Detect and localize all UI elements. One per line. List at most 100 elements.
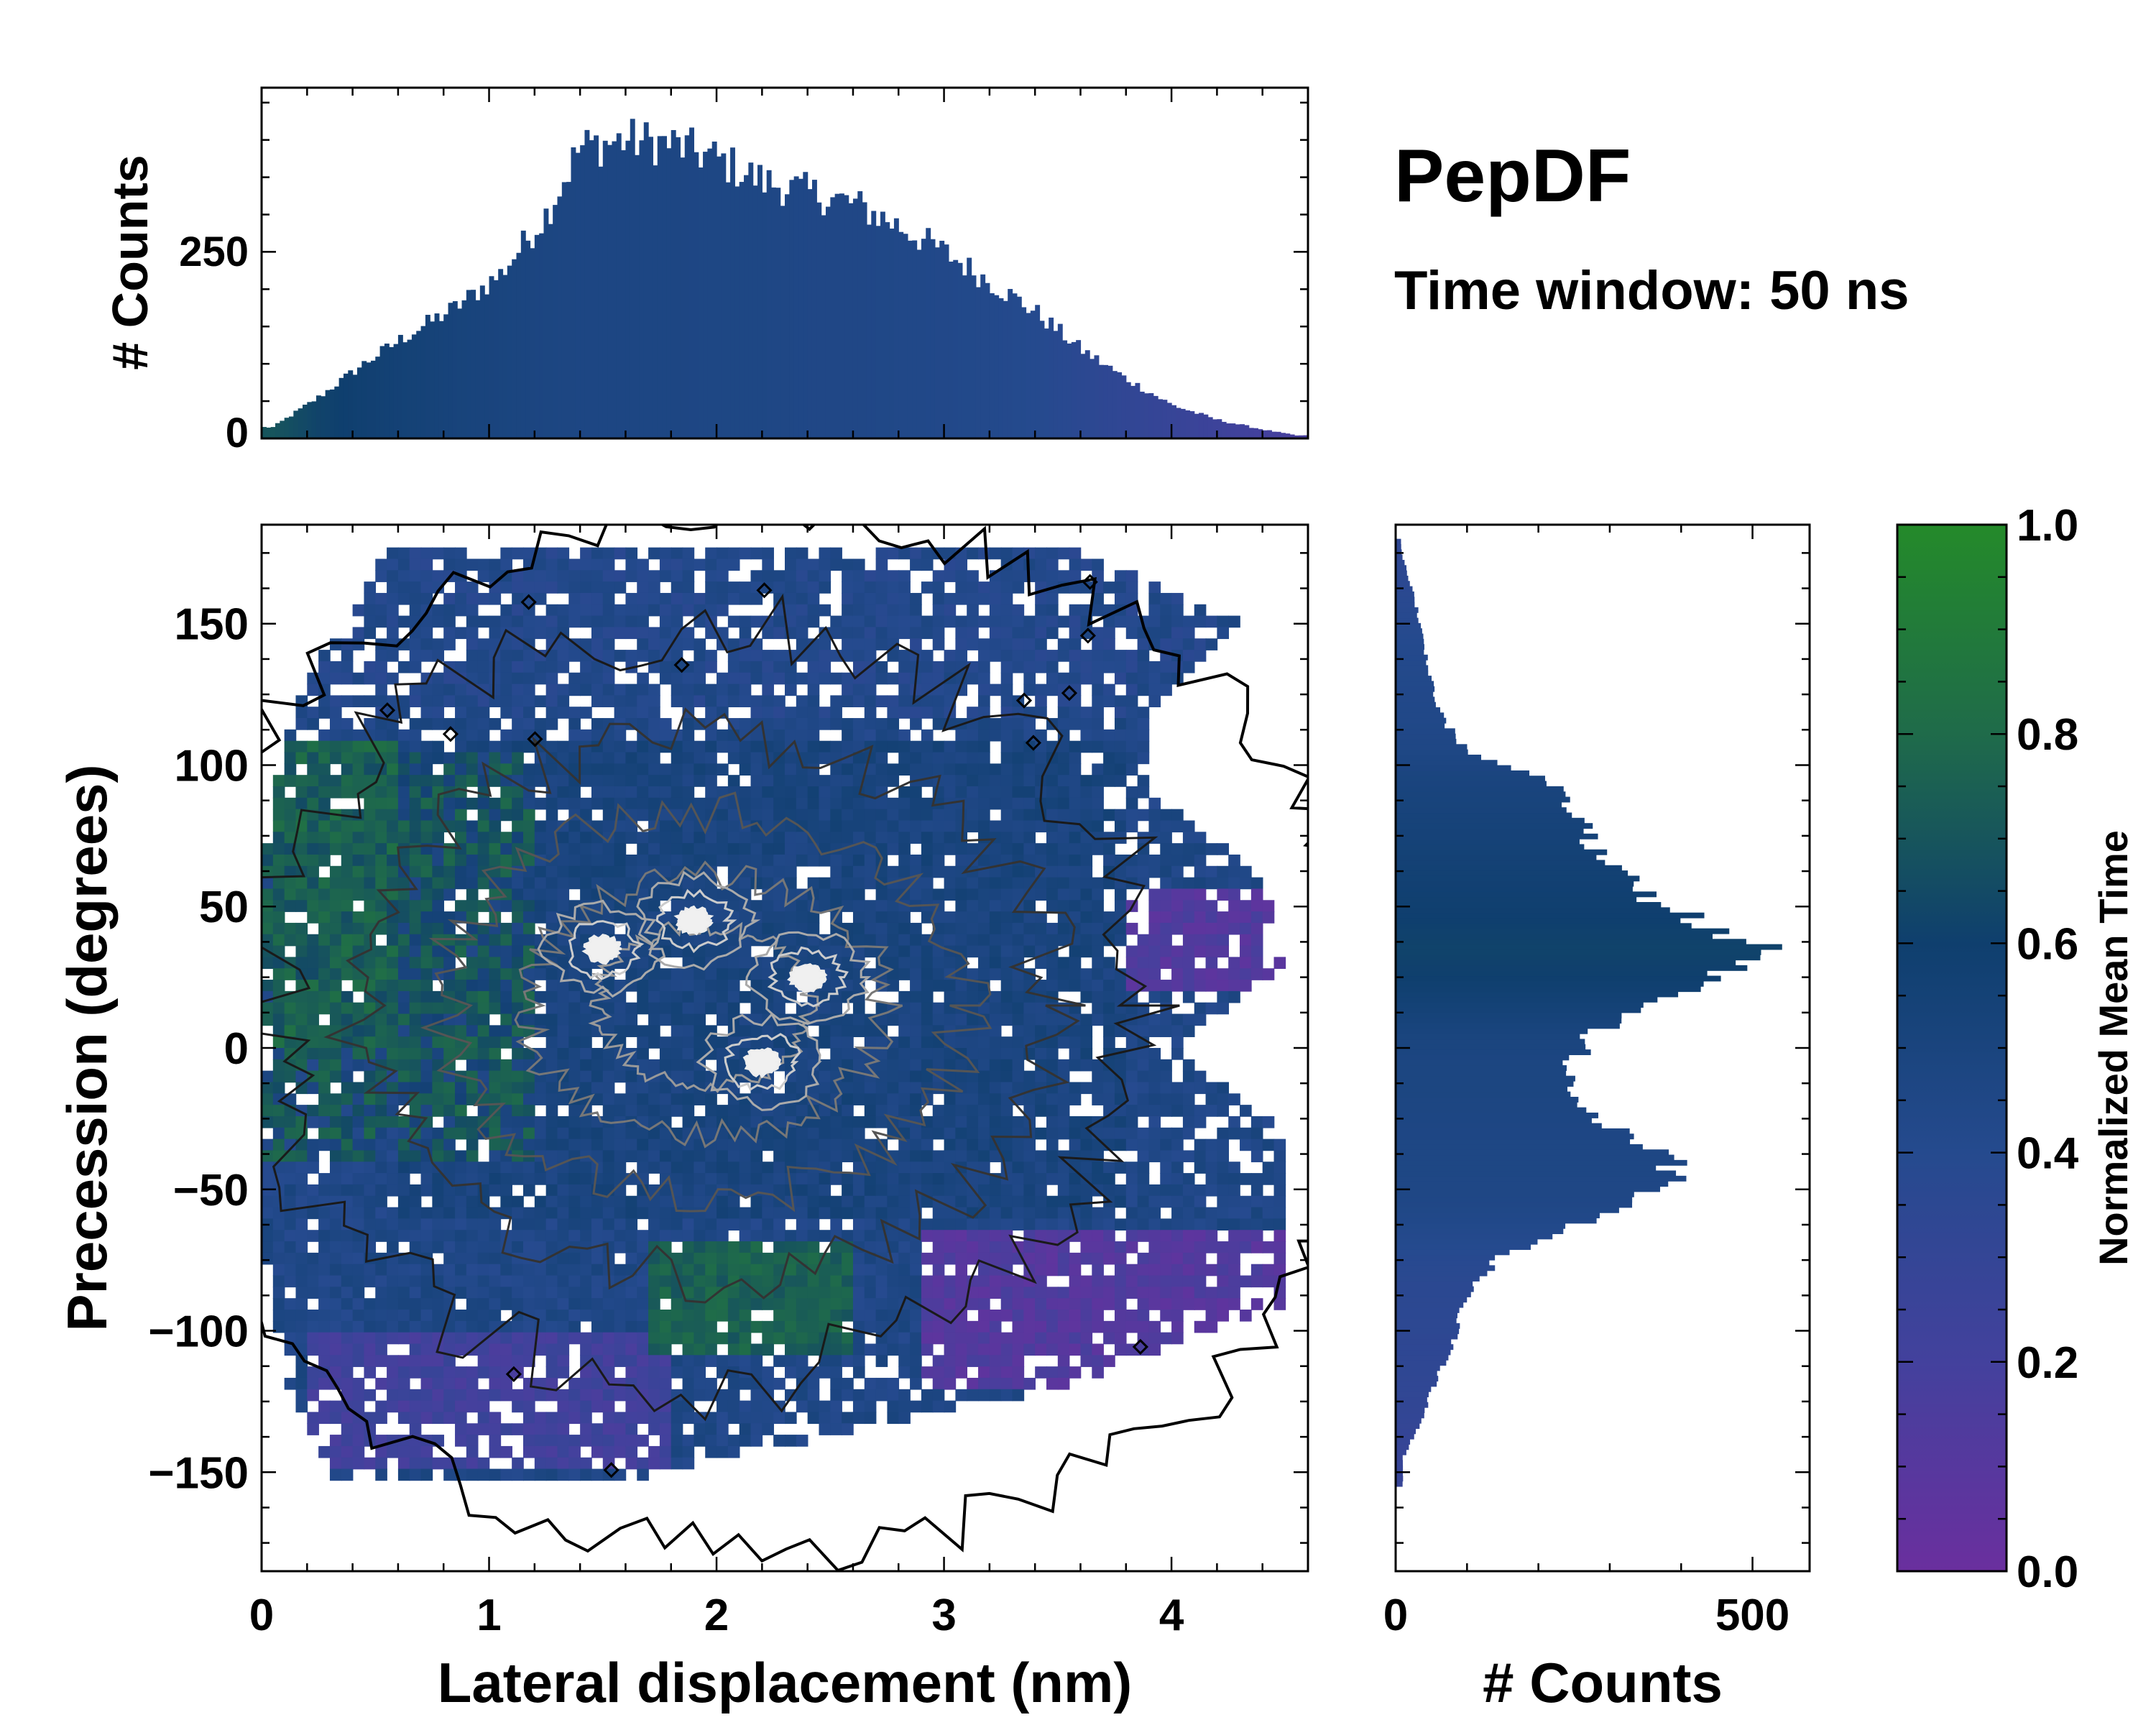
heatmap-cell	[910, 1138, 922, 1151]
heatmap-cell	[727, 1048, 740, 1060]
heatmap-cell	[591, 684, 604, 696]
heatmap-cell	[397, 797, 410, 810]
heatmap-cell	[341, 1264, 354, 1276]
heatmap-cell	[262, 1207, 274, 1220]
heatmap-cell	[785, 1343, 797, 1356]
heatmap-cell	[375, 1275, 387, 1288]
heatmap-cell	[545, 911, 558, 924]
heatmap-cell	[887, 1070, 900, 1083]
heatmap-cell	[978, 968, 990, 980]
heatmap-cell	[568, 1207, 581, 1220]
heatmap-cell	[432, 1059, 445, 1072]
heatmap-cell	[341, 1207, 354, 1220]
heatmap-cell	[455, 1025, 467, 1037]
heatmap-cell	[272, 1138, 285, 1151]
heatmap-cell	[659, 854, 672, 867]
heatmap-cell	[694, 1389, 706, 1402]
heatmap-cell	[443, 1036, 456, 1049]
heatmap-cell	[648, 661, 660, 673]
heatmap-cell	[785, 1013, 797, 1026]
heatmap-cell	[898, 650, 911, 662]
heatmap-cell	[1000, 1048, 1013, 1060]
heatmap-cell	[932, 1320, 945, 1333]
top-histogram-bar	[852, 198, 858, 438]
heatmap-cell	[545, 1264, 558, 1276]
heatmap-cell	[591, 1423, 604, 1435]
heatmap-cell	[318, 1230, 331, 1242]
heatmap-cell	[329, 832, 342, 844]
heatmap-cell	[659, 1457, 672, 1470]
heatmap-cell	[830, 797, 842, 810]
heatmap-cell	[580, 1298, 592, 1310]
heatmap-cell	[545, 809, 558, 822]
heatmap-cell	[944, 1400, 957, 1413]
heatmap-cell	[887, 1275, 900, 1288]
heatmap-cell	[580, 1468, 592, 1481]
heatmap-cell	[568, 604, 581, 617]
heatmap-cell	[341, 661, 354, 673]
heatmap-cell	[262, 1184, 274, 1197]
heatmap-cell	[750, 1162, 763, 1174]
heatmap-cell	[637, 1400, 649, 1413]
heatmap-cell	[443, 1207, 456, 1220]
heatmap-cell	[523, 707, 535, 719]
heatmap-cell	[773, 1252, 786, 1265]
heatmap-cell	[932, 865, 945, 878]
heatmap-cell	[659, 775, 672, 787]
heatmap-cell	[375, 877, 387, 890]
heatmap-cell	[614, 740, 627, 753]
top-histogram-bar	[862, 202, 867, 438]
heatmap-cell	[329, 1366, 342, 1379]
heatmap-cell	[523, 1400, 535, 1413]
heatmap-cell	[409, 786, 422, 799]
heatmap-cell	[295, 775, 308, 787]
heatmap-cell	[443, 1116, 456, 1128]
heatmap-cell	[352, 1138, 365, 1151]
heatmap-cell	[785, 729, 797, 742]
heatmap-cell	[785, 854, 797, 867]
heatmap-cell	[875, 1059, 888, 1072]
heatmap-cell	[864, 1036, 877, 1049]
heatmap-cell	[955, 877, 968, 890]
top-histogram-bar	[1267, 430, 1272, 438]
heatmap-cell	[830, 1400, 842, 1413]
heatmap-cell	[750, 1435, 763, 1447]
heatmap-cell	[796, 604, 808, 617]
heatmap-cell	[375, 922, 387, 935]
heatmap-cell	[773, 775, 786, 787]
heatmap-cell	[1012, 1036, 1025, 1049]
heatmap-cell	[489, 627, 502, 640]
heatmap-cell	[397, 911, 410, 924]
heatmap-cell	[637, 1195, 649, 1208]
heatmap-cell	[557, 661, 570, 673]
heatmap-cell	[545, 1195, 558, 1208]
heatmap-cell	[955, 1287, 968, 1299]
heatmap-cell	[443, 888, 456, 901]
heatmap-cell	[500, 570, 512, 582]
heatmap-cell	[307, 1207, 319, 1220]
top-histogram-bar	[1171, 405, 1177, 438]
heatmap-cell	[420, 1275, 433, 1288]
heatmap-cell	[500, 1162, 512, 1174]
heatmap-cell	[989, 1002, 1002, 1015]
heatmap-cell	[625, 968, 638, 980]
heatmap-cell	[682, 877, 695, 890]
heatmap-cell	[955, 1105, 968, 1117]
heatmap-cell	[512, 1400, 524, 1413]
heatmap-cell	[852, 1264, 865, 1276]
heatmap-cell	[432, 1275, 445, 1288]
heatmap-cell	[625, 1093, 638, 1105]
heatmap-cell	[659, 1230, 672, 1242]
heatmap-cell	[875, 1013, 888, 1026]
heatmap-cell	[307, 911, 319, 924]
heatmap-cell	[921, 1275, 934, 1288]
heatmap-cell	[489, 684, 502, 696]
heatmap-cell	[819, 945, 831, 958]
heatmap-cell	[864, 809, 877, 822]
heatmap-cell	[705, 1116, 717, 1128]
heatmap-cell	[614, 911, 627, 924]
heatmap-cell	[887, 1377, 900, 1390]
heatmap-cell	[500, 661, 512, 673]
heatmap-cell	[967, 1105, 979, 1117]
heatmap-cell	[534, 558, 547, 571]
